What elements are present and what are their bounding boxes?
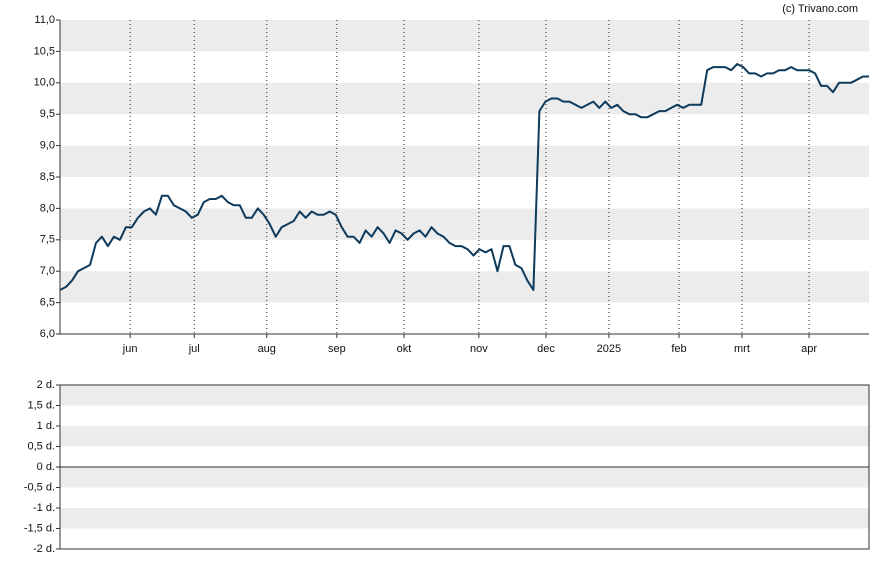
- y-tick-label: 10,0: [34, 77, 55, 89]
- y-tick-label: 2 d.: [37, 379, 55, 391]
- x-tick-label: mrt: [734, 343, 750, 355]
- grid-band: [60, 385, 869, 406]
- grid-band: [60, 208, 869, 240]
- y-tick-label: 9,5: [40, 108, 55, 120]
- y-tick-label: -2 d.: [33, 543, 55, 555]
- source: (c) Trivano.com: [782, 3, 858, 15]
- y-tick-label: -0,5 d.: [24, 481, 55, 493]
- y-tick-label: 8,0: [40, 202, 55, 214]
- grid-band: [60, 467, 869, 488]
- y-tick-label: -1,5 d.: [24, 522, 55, 534]
- grid-band: [60, 508, 869, 529]
- y-tick-label: -1 d.: [33, 502, 55, 514]
- y-tick-label: 7,0: [40, 265, 55, 277]
- y-tick-label: 0 d.: [37, 461, 55, 473]
- grid-band: [60, 145, 869, 177]
- x-tick-label: jul: [188, 343, 200, 355]
- price-panel: 6,0 6,5 7,0 7,5 8,0 8,5 9,0 9,5 10,0 10,5 11,0 jun j…: [34, 14, 869, 355]
- y-tick-label: 1 d.: [37, 420, 55, 432]
- price-line: [59, 63, 869, 291]
- x-tick-label: 2025: [597, 343, 621, 355]
- grid-band: [60, 426, 869, 447]
- x-tick-label: okt: [397, 343, 412, 355]
- y-tick-label: 10,5: [34, 45, 55, 57]
- x-tick-label: apr: [801, 343, 817, 355]
- y-tick-label: 6,0: [40, 328, 55, 340]
- grid-band: [60, 82, 869, 115]
- y-tick-label: 6,5: [40, 297, 55, 309]
- y-tick-label: 1,5 d.: [27, 399, 55, 411]
- grid-band: [60, 271, 869, 303]
- x-tick-label: sep: [328, 343, 346, 355]
- x-tick-label: jun: [122, 343, 138, 355]
- y-tick-label: 8,5: [40, 171, 55, 183]
- y-tick-label: 7,5: [40, 234, 55, 246]
- x-tick-label: dec: [537, 343, 555, 355]
- x-tick-label: nov: [470, 343, 488, 355]
- frame: [59, 384, 870, 550]
- y-tick-label: 11,0: [34, 14, 55, 26]
- grid-band: [60, 20, 869, 52]
- y-tick-label: 0,5 d.: [27, 440, 55, 452]
- y-tick-label: 9,0: [40, 140, 55, 152]
- x-tick-label: aug: [258, 343, 276, 355]
- volume-panel: -2 d. -1,5 d. -1 d. -0,5 d. 0 d. 0,5 d. 1 d. 1,…: [24, 379, 870, 555]
- x-tick-label: feb: [671, 343, 686, 355]
